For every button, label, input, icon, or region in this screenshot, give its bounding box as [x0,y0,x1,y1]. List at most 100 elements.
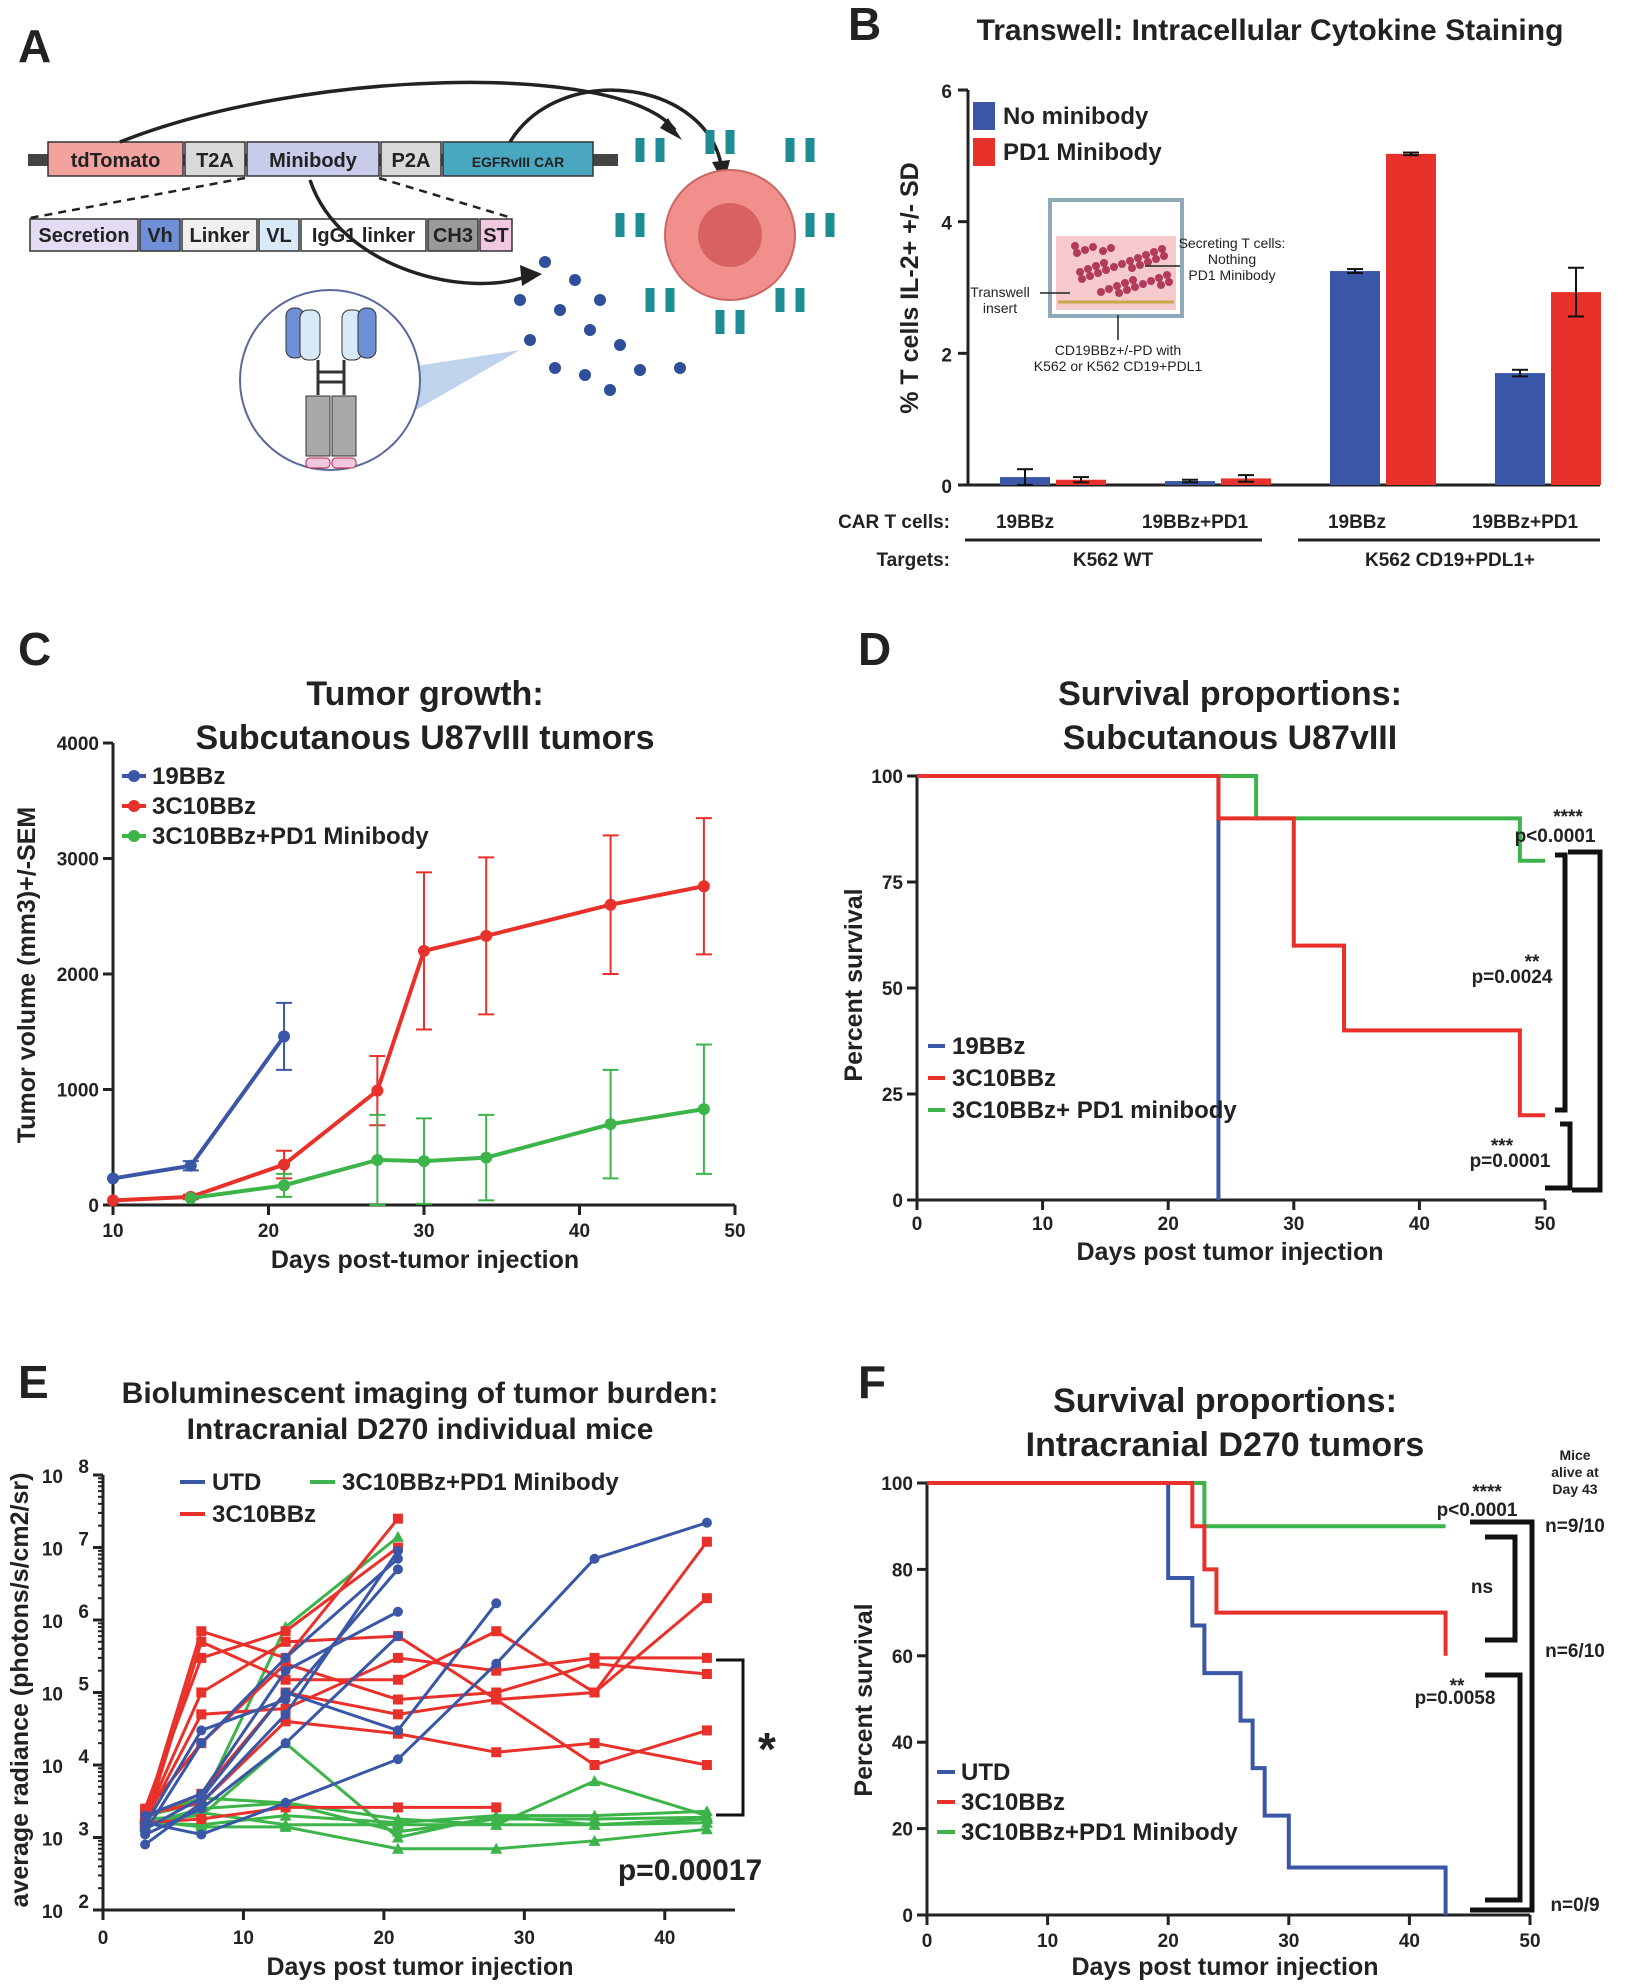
e-pvalue: p=0.00017 [618,1854,762,1887]
e-point [701,1668,712,1679]
minibody-dot-icon [614,339,626,351]
b-tcell-dot [1097,288,1105,296]
b-tcell-dot [1121,279,1129,287]
e-point [491,1802,502,1813]
f-ytick-label: 60 [892,1647,913,1668]
f-xtick-label: 0 [922,1931,933,1952]
car-receptor-icon [635,138,665,162]
d-sig-bracket [1545,1121,1573,1191]
f-series-line [927,1481,1446,1529]
c-data-point [418,944,430,957]
c-legend-label: 3C10BBz [152,793,256,820]
f-y-label: Percent survival [850,1603,878,1796]
b-category-label: 19BBz [996,512,1054,533]
b-legend-label: PD1 Minibody [1003,139,1162,166]
e-mouse-line [144,1610,399,1818]
f-series-line [927,1481,1448,1656]
e-point [140,1839,151,1850]
f-ytick-label: 40 [892,1733,913,1754]
minibody-part-label: Linker [189,225,249,247]
t-cell-nucleus [698,203,762,267]
d-xtick-label: 20 [1158,1214,1179,1235]
e-point [392,1802,403,1813]
minibody-part-label: IgG1 linker [312,225,416,247]
f-legend-label: 3C10BBz+PD1 Minibody [961,1819,1238,1846]
e-ytick-exp: 5 [78,1675,89,1696]
b-tcell-dot [1131,283,1139,291]
d-annot: ** [1525,952,1540,973]
e-star: * [758,1723,776,1775]
panel-d-title: Survival proportions: Subcutanous U87vIII [1058,675,1402,757]
e-point [490,1812,503,1824]
e-ytick-label: 10 [42,1612,63,1633]
f-annot: p<0.0001 [1437,1500,1518,1521]
e-point [589,1760,600,1770]
b-tcell-dot [1113,282,1121,290]
arrow-head [660,118,682,140]
e-xtick-label: 30 [514,1928,535,1949]
e-point [279,1809,292,1821]
c-data-point [371,1084,384,1097]
e-point [589,1738,600,1749]
minibody-dot-icon [539,256,551,268]
e-ytick-exp: 3 [78,1820,89,1841]
f-n-label: n=0/9 [1550,1895,1599,1916]
d-legend-label: 3C10BBz+ PD1 minibody [952,1097,1237,1124]
f-sig-bracket [1470,1519,1535,1913]
minibody-st-icon [331,457,357,469]
construct-label: P2A [392,150,431,172]
car-receptor-icon [715,310,745,334]
car-receptor-icon [785,138,815,162]
e-sig-bracket [716,1658,745,1817]
c-ytick-label: 3000 [57,850,99,871]
zoom-dash-right [378,176,513,220]
e-point [589,1687,600,1698]
b-tcell-dot [1107,244,1115,252]
e-point [196,1793,207,1804]
e-point [196,1829,207,1840]
e-point [392,1709,403,1720]
f-sig-bracket [1485,1534,1518,1643]
c-xtick-label: 20 [258,1221,279,1242]
e-point [280,1716,291,1727]
e-point [279,1820,292,1832]
f-xtick-label: 50 [1519,1931,1540,1952]
f-xtick-label: 30 [1278,1931,1299,1952]
b-tcell-dot [1144,258,1152,266]
e-point [280,1738,291,1749]
b-tcell-dot [1118,260,1126,268]
e-point [280,1652,291,1663]
minibody-dot-icon [604,384,616,396]
c-legend-label: 19BBz [152,763,225,790]
c-y-label: Tumor volume (mm3)+/-SEM [13,807,41,1143]
b-tcell-dot [1094,269,1102,277]
e-point [491,1598,502,1609]
e-point [196,1738,207,1749]
f-ytick-label: 80 [892,1560,913,1581]
e-mouse-line [143,1557,399,1833]
e-point [280,1674,291,1685]
c-series-line [112,884,705,1203]
b-tcell-dot [1129,276,1137,284]
b-tcell-dot [1134,254,1142,262]
b-tcell-dot [1078,275,1086,283]
minibody-dot-icon [634,364,646,376]
f-xtick-label: 40 [1399,1931,1420,1952]
d-legend-label: 3C10BBz [952,1065,1056,1092]
e-ytick-label: 10 [42,1757,63,1778]
b-tcell-dot [1150,248,1158,256]
d-legend-label: 19BBz [952,1033,1025,1060]
d-annot: p=0.0001 [1470,1151,1551,1172]
c-data-point [604,1118,617,1131]
minibody-part [427,218,479,252]
e-point [700,1805,713,1817]
minibody-ch3-icon [331,395,357,457]
minibody-part-label: ST [483,225,509,247]
e-ytick-exp: 6 [78,1602,89,1623]
e-point [701,1652,712,1663]
b-tcell-dot [1123,286,1131,294]
c-data-point [278,1158,291,1171]
minibody-dot-icon [594,294,606,306]
minibody-part [29,218,139,252]
